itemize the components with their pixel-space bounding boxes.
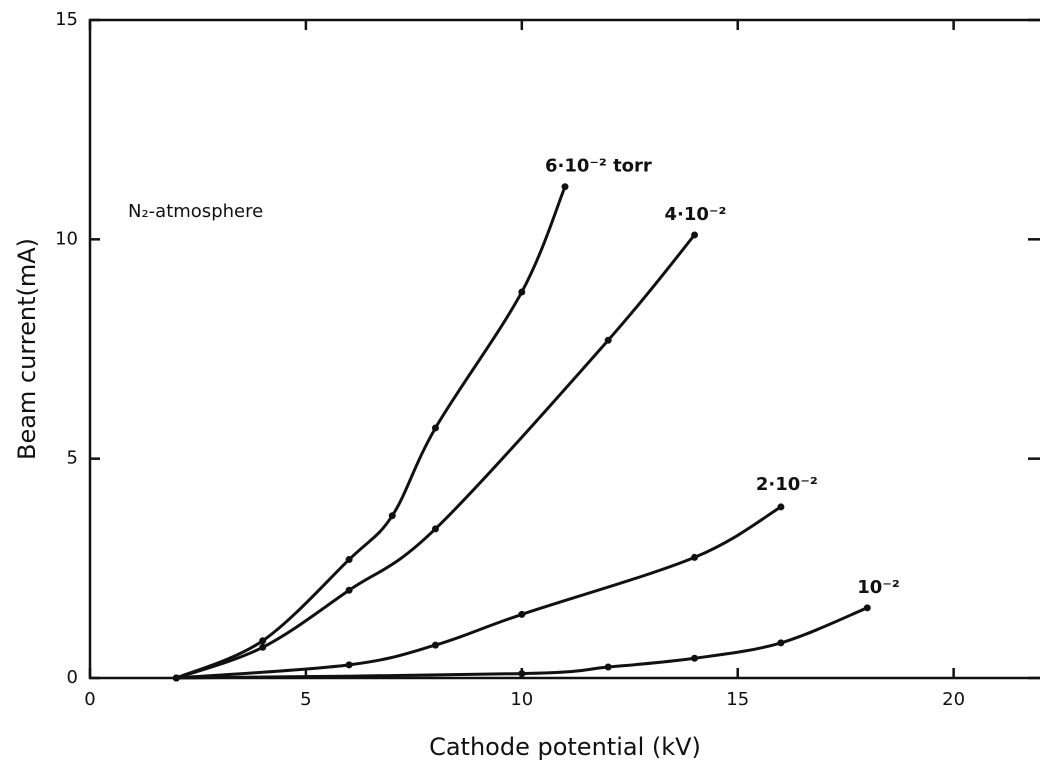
curve xyxy=(176,606,868,680)
series-label: 6·10⁻² torr xyxy=(545,156,652,177)
series-label: 2·10⁻² xyxy=(756,474,818,495)
data-point xyxy=(561,183,569,191)
y-tick-label: 5 xyxy=(67,448,78,469)
x-tick-label: 15 xyxy=(726,689,749,710)
axes xyxy=(88,18,1040,680)
data-point xyxy=(604,336,612,344)
curve xyxy=(176,505,782,680)
y-axis-label: Beam current(mA) xyxy=(13,238,41,460)
data-point xyxy=(345,556,353,564)
x-tick-label: 10 xyxy=(510,689,533,710)
x-axis-label: Cathode potential (kV) xyxy=(429,733,701,761)
data-point xyxy=(259,643,267,651)
data-point xyxy=(431,525,439,533)
series-label: 4·10⁻² xyxy=(665,204,727,225)
y-tick-label: 0 xyxy=(67,667,78,688)
data-point xyxy=(863,604,871,612)
data-point xyxy=(259,637,267,645)
annotation: N₂-atmosphere xyxy=(128,201,263,222)
curve xyxy=(175,233,696,680)
data-point xyxy=(345,586,353,594)
curve xyxy=(175,186,567,680)
y-tick-label: 10 xyxy=(55,228,78,249)
data-point xyxy=(518,288,526,296)
data-point xyxy=(388,512,396,520)
y-tick-label: 15 xyxy=(55,9,78,30)
data-point xyxy=(518,670,526,678)
data-point xyxy=(172,674,180,682)
data-point xyxy=(431,641,439,649)
series-label: 10⁻² xyxy=(857,577,899,598)
data-point xyxy=(345,661,353,669)
data-point xyxy=(518,610,526,618)
x-tick-label: 0 xyxy=(84,689,95,710)
data-point xyxy=(777,503,785,511)
data-point xyxy=(691,654,699,662)
data-point xyxy=(777,639,785,647)
x-tick-label: 20 xyxy=(942,689,965,710)
data-point xyxy=(431,424,439,432)
data-point xyxy=(691,231,699,239)
data-point xyxy=(604,663,612,671)
data-point xyxy=(691,553,699,561)
x-tick-label: 5 xyxy=(300,689,311,710)
